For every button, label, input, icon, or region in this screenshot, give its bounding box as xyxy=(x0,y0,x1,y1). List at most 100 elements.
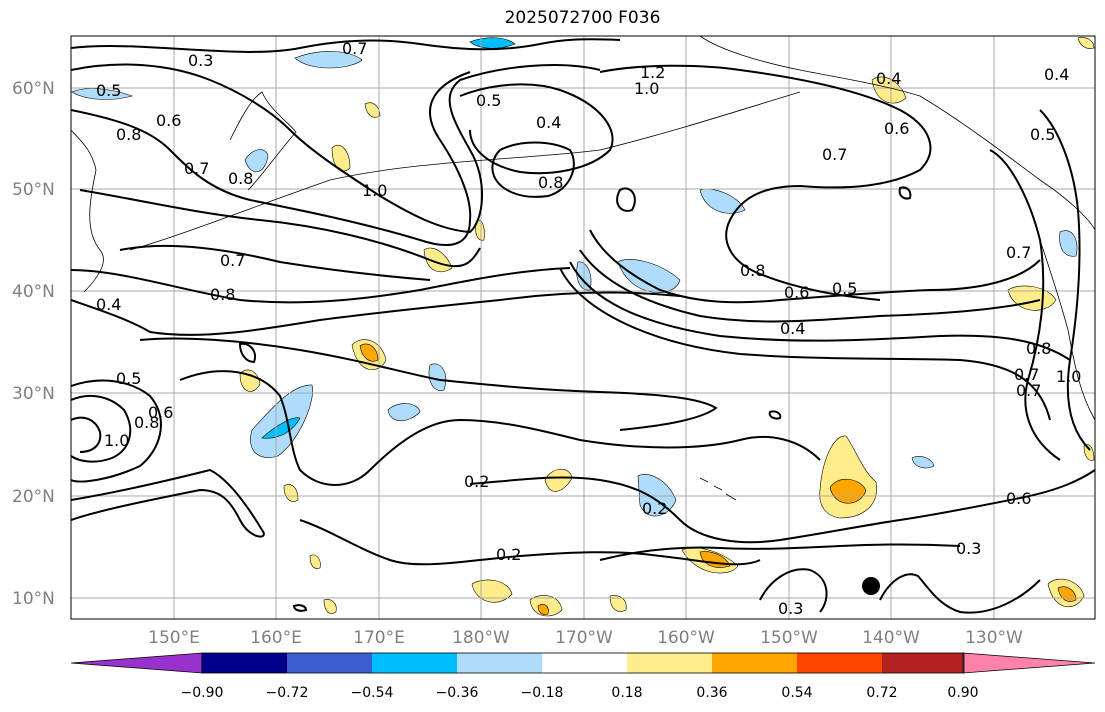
shade-positive xyxy=(1077,37,1095,49)
contour xyxy=(989,149,1061,461)
shade-positive xyxy=(609,595,627,612)
shade-negative xyxy=(71,88,133,100)
contour-label: 0.2 xyxy=(642,499,667,518)
contour-label: 0.8 xyxy=(116,125,141,144)
colorbar-segment xyxy=(797,653,882,673)
shade-negative xyxy=(387,403,421,422)
lon-tick-label: 160°W xyxy=(657,628,715,648)
contour-label: 0.8 xyxy=(740,261,765,280)
colorbar-segment xyxy=(457,653,542,673)
shade-positive xyxy=(829,478,867,504)
contour xyxy=(879,573,1041,614)
contour-lines xyxy=(71,38,1095,614)
contour xyxy=(559,267,1051,421)
contour xyxy=(759,568,828,613)
shade-negative xyxy=(294,51,363,69)
lon-tick-label: 170°E xyxy=(353,628,405,648)
lon-tick-label: 160°E xyxy=(250,628,302,648)
contour-label: 0.3 xyxy=(778,599,803,618)
contour xyxy=(589,229,1041,304)
contour-label: 0.8 xyxy=(538,173,563,192)
na-coast xyxy=(1039,239,1095,421)
contour-label: 0.7 xyxy=(184,159,209,178)
shade-positive xyxy=(359,343,379,362)
contour xyxy=(119,244,431,281)
contour xyxy=(491,141,575,198)
hawaii-islands xyxy=(699,477,737,501)
contour-label: 0.4 xyxy=(1044,65,1069,84)
contour-label: 0.6 xyxy=(884,119,909,138)
contour-label: 0.4 xyxy=(780,319,805,338)
contour-label: 0.5 xyxy=(96,81,121,100)
lon-tick-label: 150°E xyxy=(148,628,200,648)
contour-label: 0.6 xyxy=(148,403,173,422)
contour-label: 0.7 xyxy=(342,39,367,58)
asia-coast xyxy=(71,129,104,293)
colorbar-tick-label: −0.36 xyxy=(436,685,479,701)
kamchatka-coast xyxy=(229,91,297,191)
contour-label: 0.5 xyxy=(832,279,857,298)
colorbar-extend-left xyxy=(70,652,203,674)
contour-label: 0.3 xyxy=(188,51,213,70)
lat-tick-label: 30°N xyxy=(12,384,55,404)
contour-label: 0.5 xyxy=(116,369,141,388)
lat-tick-label: 10°N xyxy=(12,589,55,609)
contour-label: 0.4 xyxy=(96,295,121,314)
contour-label: 1.0 xyxy=(1056,367,1081,386)
contour-label: 0.2 xyxy=(464,472,489,491)
lon-axis: 150°E 160°E 170°E 180°W 170°W 160°W 150°… xyxy=(148,628,1023,648)
contour-label: 1.0 xyxy=(362,181,387,200)
contour xyxy=(71,63,601,234)
shade-negative xyxy=(637,474,677,517)
contour xyxy=(71,416,102,453)
contour xyxy=(569,261,1071,361)
contour-label: 0.2 xyxy=(496,545,521,564)
contour-label: 1.2 xyxy=(640,63,665,82)
colorbar-segment xyxy=(372,653,457,673)
contour xyxy=(179,370,821,486)
contour-label: 0.8 xyxy=(228,169,253,188)
contour xyxy=(469,469,1095,544)
contour-label: 0.6 xyxy=(156,111,181,130)
contour-label: 0.5 xyxy=(1030,125,1055,144)
colorbar-segment xyxy=(627,653,712,673)
contour-label: 1.0 xyxy=(634,79,659,98)
lat-tick-label: 40°N xyxy=(12,282,55,302)
shade-negative xyxy=(699,188,746,214)
contour-label: 0.3 xyxy=(956,539,981,558)
lat-tick-label: 50°N xyxy=(12,180,55,200)
contour xyxy=(459,83,614,175)
contour-label: 0.8 xyxy=(1026,339,1051,358)
aleutian-chain xyxy=(129,91,801,251)
plot-frame xyxy=(70,35,1096,620)
lat-tick-label: 20°N xyxy=(12,487,55,507)
map-title: 2025072700 F036 xyxy=(504,8,661,28)
contour-label: 0.4 xyxy=(876,69,901,88)
shading-layer xyxy=(71,37,1095,617)
location-marker xyxy=(862,577,880,595)
colorbar-extend-right xyxy=(962,652,1096,674)
shade-negative xyxy=(911,456,935,469)
contour xyxy=(292,604,308,612)
contour-label: 0.8 xyxy=(134,413,159,432)
colorbar-segment xyxy=(287,653,372,673)
shade-positive xyxy=(331,144,351,172)
shade-positive xyxy=(871,76,907,104)
contour xyxy=(71,379,162,483)
colorbar-tick-label: 0.36 xyxy=(696,685,727,701)
shade-negative xyxy=(1059,230,1078,257)
lon-tick-label: 170°W xyxy=(555,628,613,648)
alaska-coast xyxy=(699,36,1095,231)
contour-label: 0.7 xyxy=(1006,243,1031,262)
contour xyxy=(71,291,681,336)
contour-label: 0.7 xyxy=(822,145,847,164)
contour xyxy=(1039,109,1091,451)
shade-positive xyxy=(475,219,485,241)
contour xyxy=(898,186,912,200)
colorbar-tick-label: −0.90 xyxy=(181,685,224,701)
contour-label-layer: 0.3 0.7 0.5 0.6 0.8 0.7 1.0 0.8 0.7 0.4 … xyxy=(96,39,1081,618)
colorbar-segment xyxy=(882,653,967,673)
contour xyxy=(71,71,472,247)
contour-label: 0.7 xyxy=(1016,381,1041,400)
